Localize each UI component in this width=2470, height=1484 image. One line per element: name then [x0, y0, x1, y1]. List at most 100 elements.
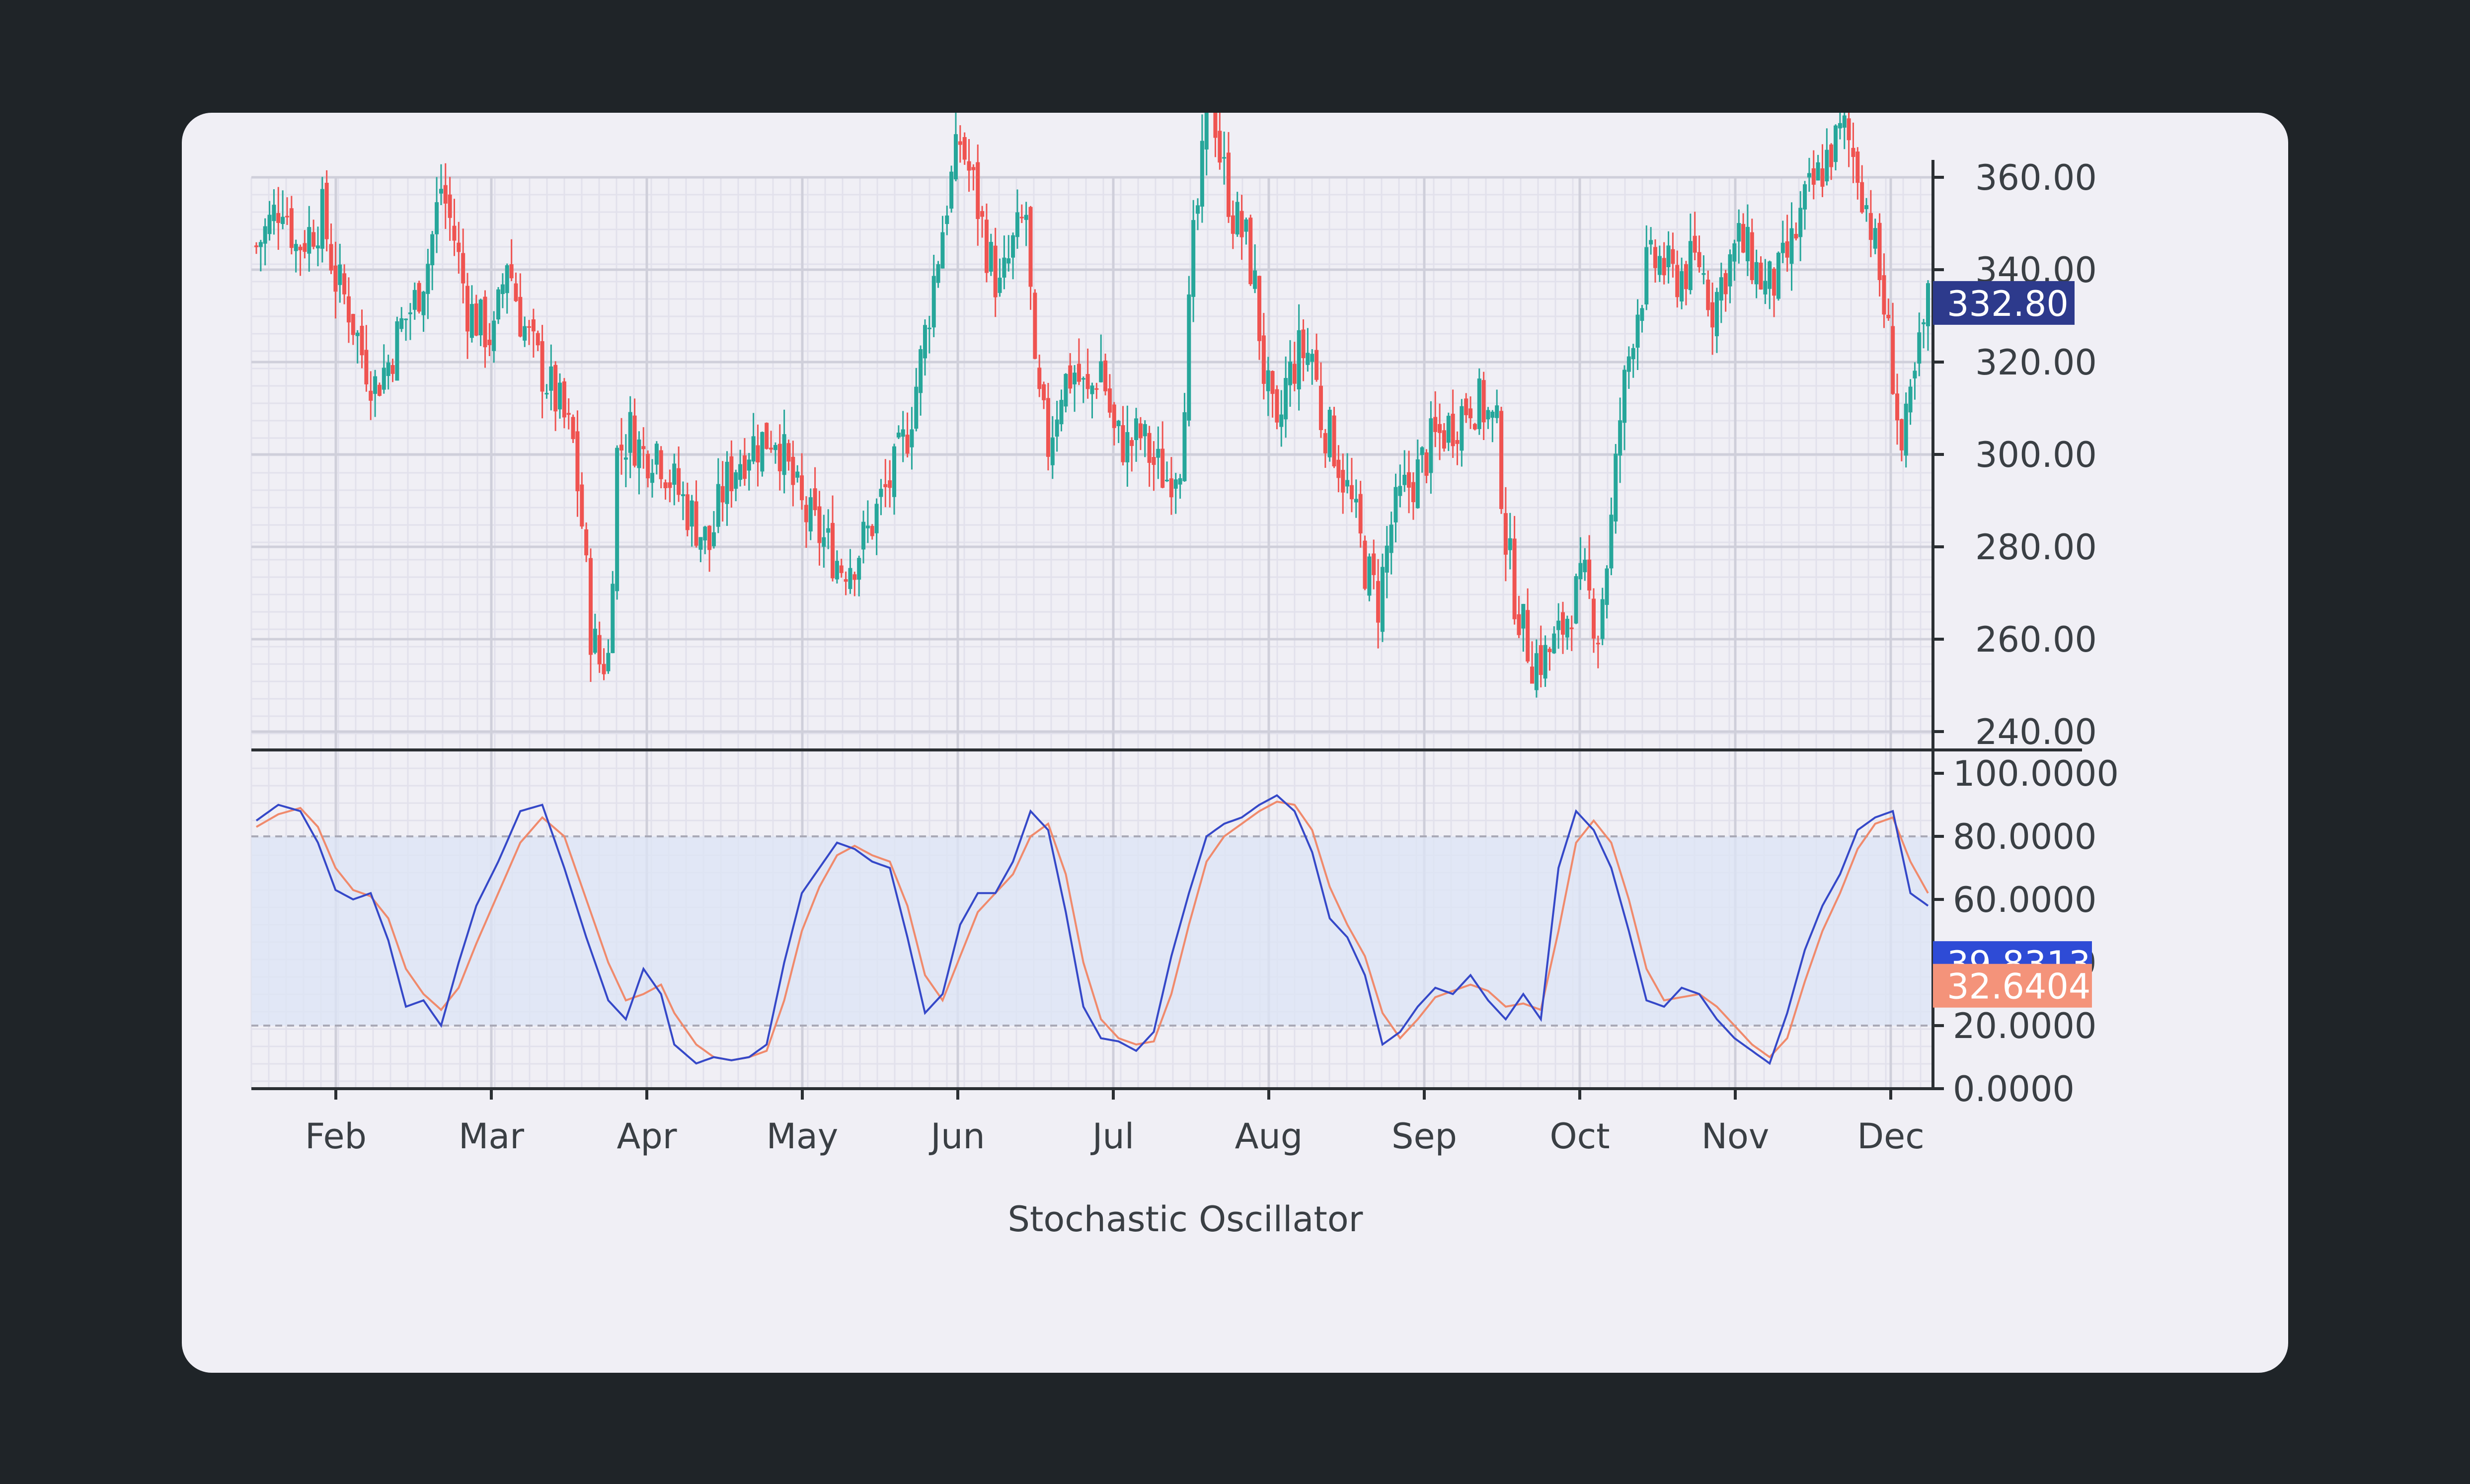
candle-body	[703, 526, 707, 541]
candle-body	[1723, 273, 1728, 295]
candle-body	[1318, 385, 1323, 430]
candle-body	[448, 194, 452, 218]
chart-card: Feb Mar Apr May Jun Jul Aug Sep Oct Nov Dec 240.00 2…	[182, 113, 2288, 1373]
candle-body	[1728, 254, 1732, 287]
candle-body	[1042, 384, 1046, 400]
candle-body	[417, 283, 421, 312]
candle-body	[1077, 364, 1081, 382]
candle-body	[1772, 269, 1776, 296]
candle-body	[461, 253, 465, 284]
candle-body	[1842, 115, 1847, 128]
candle-body	[1741, 223, 1746, 253]
candle-body	[1279, 414, 1284, 427]
candle-body	[1332, 415, 1336, 466]
candle-body	[857, 558, 861, 580]
candle-body	[1891, 326, 1895, 394]
candle-body	[760, 432, 765, 472]
y-tick-label: 80.0000	[1953, 816, 2096, 857]
candle-body	[1385, 545, 1389, 573]
candle-body	[1239, 211, 1244, 237]
candle-body	[1543, 645, 1547, 679]
candle-body	[1671, 249, 1675, 264]
candle-body	[681, 494, 685, 496]
candle-body	[496, 289, 501, 320]
candle-body	[1759, 262, 1763, 290]
candle-body	[509, 264, 514, 279]
x-tick-label: Mar	[459, 1116, 524, 1157]
candle-body	[1622, 370, 1626, 423]
y-tick-label: 320.00	[1975, 342, 2097, 383]
candle-body	[1530, 667, 1535, 684]
x-tick-label: Dec	[1857, 1116, 1924, 1157]
candle-body	[1565, 618, 1569, 638]
candle-body	[1693, 235, 1697, 253]
candle-body	[500, 284, 505, 294]
candle-body	[1460, 406, 1464, 451]
candle-body	[1288, 362, 1292, 385]
candle-body	[1336, 459, 1341, 478]
candle-body	[553, 365, 558, 412]
candle-body	[931, 276, 936, 328]
candle-body	[1085, 374, 1090, 389]
candle-body	[1578, 563, 1583, 580]
candle-body	[408, 312, 412, 314]
candle-body	[544, 393, 549, 395]
candle-body	[1706, 280, 1710, 310]
x-tick-label: May	[767, 1116, 839, 1157]
candle-body	[1587, 559, 1592, 591]
candle-body	[637, 439, 641, 468]
candle-body	[487, 340, 492, 345]
candle-body	[1284, 378, 1288, 420]
candle-body	[1222, 157, 1227, 159]
candle-body	[835, 561, 839, 580]
candle-body	[1244, 219, 1248, 232]
candle-body	[1393, 487, 1398, 522]
candle-body	[672, 463, 677, 485]
candle-body	[1446, 416, 1451, 443]
y-tick-label: 280.00	[1975, 527, 2097, 568]
candle-body	[1420, 447, 1424, 455]
candle-body	[443, 185, 448, 204]
candle-body	[808, 497, 813, 532]
candle-body	[320, 189, 324, 249]
candle-body	[575, 431, 580, 492]
candle-body	[786, 443, 791, 462]
candle-body	[668, 482, 672, 488]
candle-body	[861, 521, 866, 550]
candle-body	[1107, 388, 1112, 413]
candle-body	[276, 213, 281, 223]
candle-body	[386, 362, 390, 376]
candle-body	[1644, 247, 1649, 304]
candle-body	[1227, 152, 1231, 217]
candle-body	[1635, 314, 1640, 348]
candle-body	[602, 664, 606, 674]
candle-body	[962, 137, 967, 160]
candle-body	[298, 246, 303, 250]
candle-body	[800, 475, 804, 501]
candle-body	[1468, 408, 1473, 419]
candle-body	[1354, 499, 1358, 503]
candle-body	[355, 332, 360, 336]
candle-body	[1442, 430, 1446, 449]
x-tick-label: Oct	[1549, 1116, 1610, 1157]
x-tick-label: Nov	[1701, 1116, 1770, 1157]
candle-body	[1094, 388, 1099, 390]
candle-body	[580, 484, 584, 527]
candle-body	[1798, 208, 1803, 237]
candle-body	[465, 286, 470, 332]
candle-body	[1697, 252, 1701, 268]
candle-body	[953, 134, 958, 180]
candle-body	[1631, 348, 1635, 360]
x-tick-label: Jun	[928, 1116, 985, 1157]
candle-body	[1297, 330, 1301, 389]
candle-body	[940, 232, 945, 269]
candle-body	[395, 321, 399, 381]
candle-body	[888, 480, 892, 488]
candle-body	[404, 318, 408, 320]
candle-body	[654, 444, 659, 465]
candle-body	[1033, 293, 1037, 359]
candle-body	[338, 264, 342, 285]
candle-body	[1662, 258, 1666, 276]
candle-body	[1851, 148, 1855, 157]
candle-body	[1926, 283, 1930, 326]
